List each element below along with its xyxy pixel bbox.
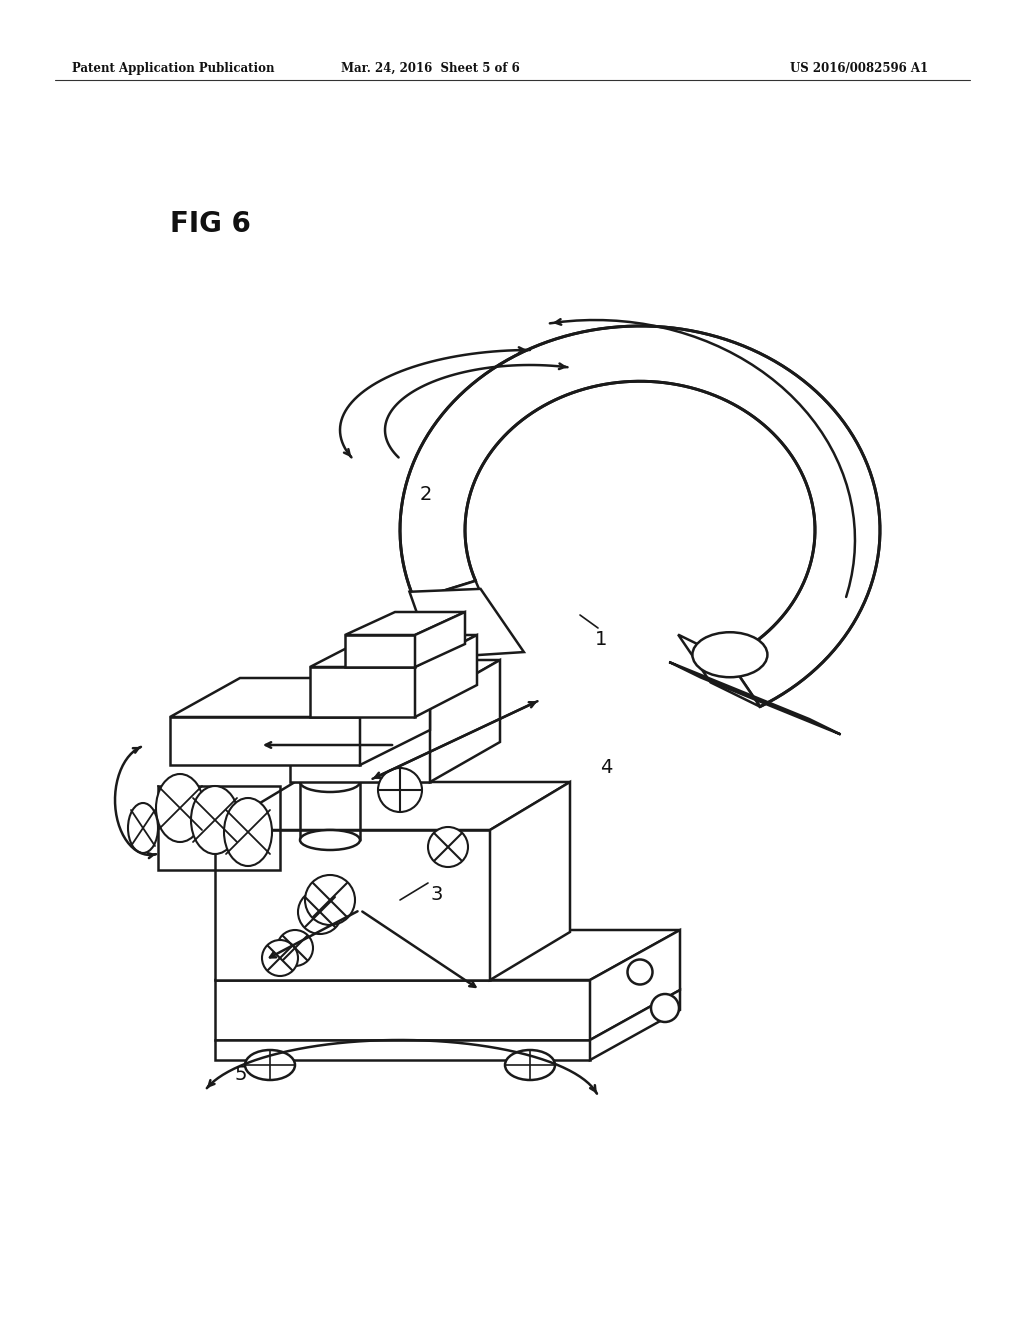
Text: 1: 1 — [595, 630, 607, 649]
Polygon shape — [170, 717, 360, 766]
Ellipse shape — [300, 830, 360, 850]
Circle shape — [305, 875, 355, 925]
Ellipse shape — [300, 772, 360, 792]
Polygon shape — [345, 635, 415, 667]
Ellipse shape — [245, 1049, 295, 1080]
Ellipse shape — [156, 774, 204, 842]
Text: 4: 4 — [600, 758, 612, 777]
Ellipse shape — [418, 623, 444, 653]
Ellipse shape — [191, 785, 239, 854]
Circle shape — [298, 890, 342, 935]
Text: US 2016/0082596 A1: US 2016/0082596 A1 — [790, 62, 928, 75]
Ellipse shape — [224, 799, 272, 866]
Polygon shape — [310, 635, 477, 667]
Polygon shape — [590, 931, 680, 1040]
Polygon shape — [215, 1040, 590, 1060]
Text: Mar. 24, 2016  Sheet 5 of 6: Mar. 24, 2016 Sheet 5 of 6 — [341, 62, 519, 75]
Ellipse shape — [628, 960, 652, 985]
Ellipse shape — [128, 803, 158, 853]
Polygon shape — [678, 635, 760, 706]
Polygon shape — [410, 589, 524, 657]
Polygon shape — [215, 931, 680, 979]
Text: 3: 3 — [430, 884, 442, 904]
Polygon shape — [290, 700, 430, 781]
Polygon shape — [310, 667, 415, 717]
Ellipse shape — [692, 632, 767, 677]
Polygon shape — [360, 678, 430, 766]
Polygon shape — [415, 612, 465, 667]
Circle shape — [262, 940, 298, 975]
Circle shape — [278, 931, 313, 966]
Polygon shape — [415, 581, 499, 655]
Polygon shape — [290, 660, 500, 700]
Text: 5: 5 — [234, 1065, 248, 1084]
Text: 2: 2 — [420, 484, 432, 504]
Polygon shape — [430, 660, 500, 781]
Circle shape — [428, 828, 468, 867]
Polygon shape — [345, 612, 465, 635]
Circle shape — [378, 768, 422, 812]
Ellipse shape — [505, 1049, 555, 1080]
Text: Patent Application Publication: Patent Application Publication — [72, 62, 274, 75]
Ellipse shape — [651, 994, 679, 1022]
Polygon shape — [415, 635, 477, 717]
Polygon shape — [215, 979, 590, 1040]
Polygon shape — [490, 781, 570, 979]
Polygon shape — [170, 678, 430, 717]
Polygon shape — [215, 830, 490, 979]
Polygon shape — [590, 990, 680, 1060]
Polygon shape — [670, 663, 841, 734]
Polygon shape — [215, 781, 570, 830]
Text: FIG 6: FIG 6 — [170, 210, 251, 238]
Polygon shape — [400, 326, 880, 706]
